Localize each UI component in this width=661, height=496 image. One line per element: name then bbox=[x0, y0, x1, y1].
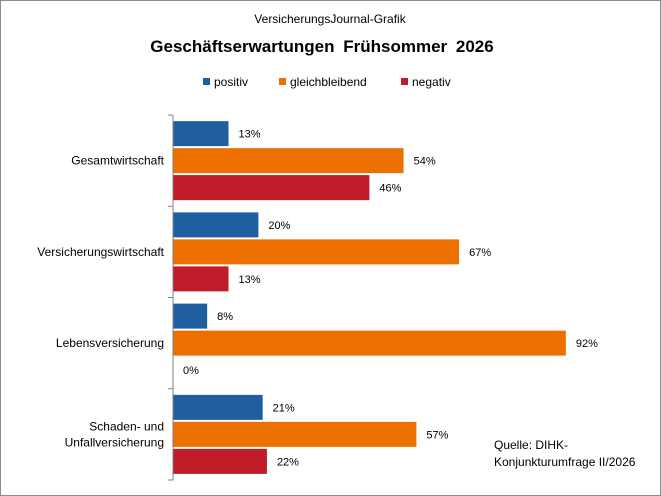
value-label-gesamtwirtschaft-negativ: 46% bbox=[379, 183, 401, 195]
bar-versicherungswirtschaft-gleichbleibend bbox=[173, 239, 460, 265]
bar-gesamtwirtschaft-positiv bbox=[173, 121, 229, 147]
category-label-schaden-und-unfallversicherung-line-1: Schaden- und bbox=[89, 419, 164, 433]
value-label-gesamtwirtschaft-positiv: 13% bbox=[239, 129, 261, 141]
value-label-versicherungswirtschaft-gleichbleibend: 67% bbox=[469, 247, 491, 259]
bar-versicherungswirtschaft-negativ bbox=[173, 266, 229, 292]
value-label-versicherungswirtschaft-negativ: 13% bbox=[239, 274, 261, 286]
bar-schaden-und-unfallversicherung-positiv bbox=[173, 394, 263, 420]
legend-label-gleichbleibend: gleichbleibend bbox=[290, 75, 367, 89]
legend-swatch-positiv bbox=[203, 78, 210, 85]
bar-lebensversicherung-positiv bbox=[173, 303, 208, 329]
bar-schaden-und-unfallversicherung-negativ bbox=[173, 448, 267, 474]
legend: positiv gleichbleibend negativ bbox=[203, 75, 451, 89]
value-label-lebensversicherung-gleichbleibend: 92% bbox=[576, 338, 598, 350]
bar-versicherungswirtschaft-positiv bbox=[173, 212, 259, 238]
category-label-versicherungswirtschaft: Versicherungswirtschaft bbox=[37, 245, 164, 259]
value-label-gesamtwirtschaft-gleichbleibend: 54% bbox=[414, 156, 436, 168]
value-label-lebensversicherung-positiv: 8% bbox=[217, 311, 233, 323]
legend-label-positiv: positiv bbox=[214, 75, 248, 89]
category-label-gesamtwirtschaft: Gesamtwirtschaft bbox=[71, 154, 164, 168]
source-note-line-2: Konjunkturumfrage II/2026 bbox=[494, 455, 636, 469]
bar-gesamtwirtschaft-gleichbleibend bbox=[173, 148, 404, 174]
chart-supertitle: VersicherungsJournal-Grafik bbox=[254, 12, 406, 26]
bar-schaden-und-unfallversicherung-gleichbleibend bbox=[173, 421, 417, 447]
value-label-versicherungswirtschaft-positiv: 20% bbox=[268, 220, 290, 232]
value-label-schaden-und-unfallversicherung-gleichbleibend: 57% bbox=[426, 429, 448, 441]
plot-area: 13% 54% 46% Gesamtwirtschaft 20% 67% 13% Versic… bbox=[37, 114, 598, 481]
legend-label-negativ: negativ bbox=[412, 75, 451, 89]
category-label-lebensversicherung: Lebensversicherung bbox=[56, 336, 164, 350]
source-note-line-1: Quelle: DIHK- bbox=[494, 438, 568, 452]
legend-swatch-gleichbleibend bbox=[279, 78, 286, 85]
value-label-lebensversicherung-negativ: 0% bbox=[183, 365, 199, 377]
value-label-schaden-und-unfallversicherung-positiv: 21% bbox=[273, 402, 295, 414]
legend-swatch-negativ bbox=[401, 78, 408, 85]
value-label-schaden-und-unfallversicherung-negativ: 22% bbox=[277, 456, 299, 468]
category-label-schaden-und-unfallversicherung-line-2: Unfallversicherung bbox=[65, 435, 164, 449]
bar-lebensversicherung-gleichbleibend bbox=[173, 330, 566, 356]
chart-title: Geschäftserwartungen Frühsommer 2026 bbox=[150, 37, 493, 56]
bar-gesamtwirtschaft-negativ bbox=[173, 175, 370, 201]
